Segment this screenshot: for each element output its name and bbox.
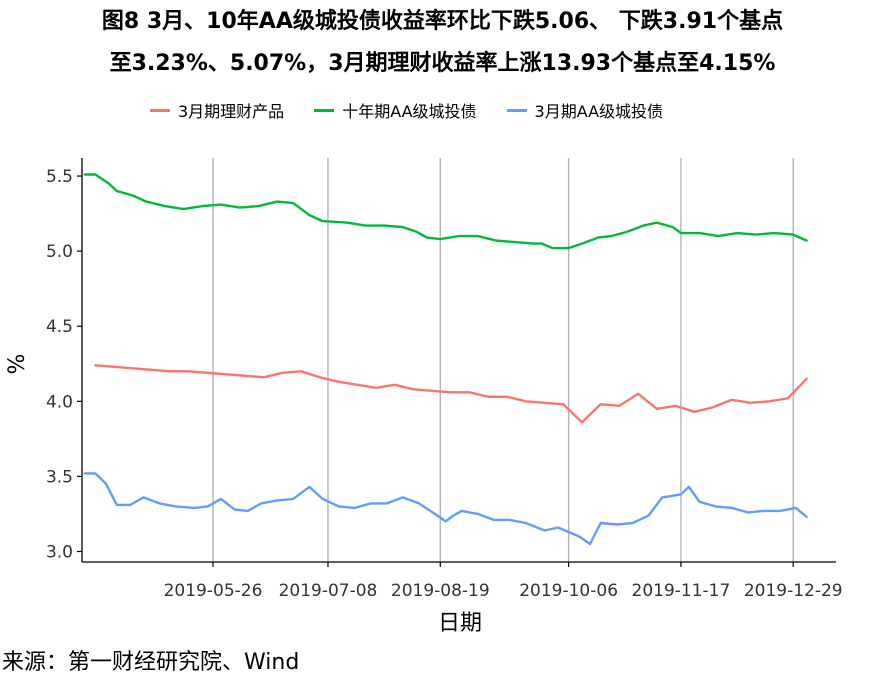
y-axis-label: % [5,354,30,375]
legend-item: 3月期理财产品 [150,98,284,122]
y-tick-label: 4.0 [46,392,73,412]
series-line-0 [94,364,808,424]
series-line-1 [83,173,808,250]
legend-label: 3月期理财产品 [178,102,285,121]
x-tick-label: 2019-11-17 [632,581,731,601]
x-tick-label: 2019-12-29 [744,581,843,601]
x-axis-label: 日期 [438,611,482,636]
y-tick-label: 3.0 [46,542,73,562]
legend-label: 十年期AA级城投债 [342,102,477,121]
y-tick-label: 5.0 [46,242,73,262]
axes: 3.0 3.5 4.0 4.5 5.0 5.5 2019-05-26 2019-07-08 20… [46,158,843,601]
legend-label: 3月期AA级城投债 [534,102,664,121]
x-tick-label: 2019-07-08 [279,581,378,601]
y-tick-label: 3.5 [46,467,73,487]
y-tick-label: 4.5 [46,317,73,337]
legend-item: 3月期AA级城投债 [506,98,664,122]
series-lines [83,173,808,546]
grid-lines [212,158,794,562]
x-tick-label: 2019-08-19 [391,581,490,601]
chart-legend: 3月期理财产品 十年期AA级城投债 3月期AA级城投债 [150,98,693,122]
legend-key [150,108,170,112]
x-tick-label: 2019-10-06 [519,581,618,601]
legend-key [314,108,335,112]
series-line-2 [83,472,808,546]
x-tick-label: 2019-05-26 [164,581,263,601]
chart-title-line2: 至3.23%、5.07%，3月期理财收益率上涨13.93个基点至4.15% [109,51,776,76]
chart-title-line1: 图8 3月、10年AA级城投债收益率环比下跌5.06、 下跌3.91个基点 [101,9,784,34]
y-tick-label: 5.5 [46,167,73,187]
legend-key [506,108,527,112]
legend-item: 十年期AA级城投债 [314,98,477,122]
source-note: 来源：第一财经研究院、Wind [2,650,300,675]
